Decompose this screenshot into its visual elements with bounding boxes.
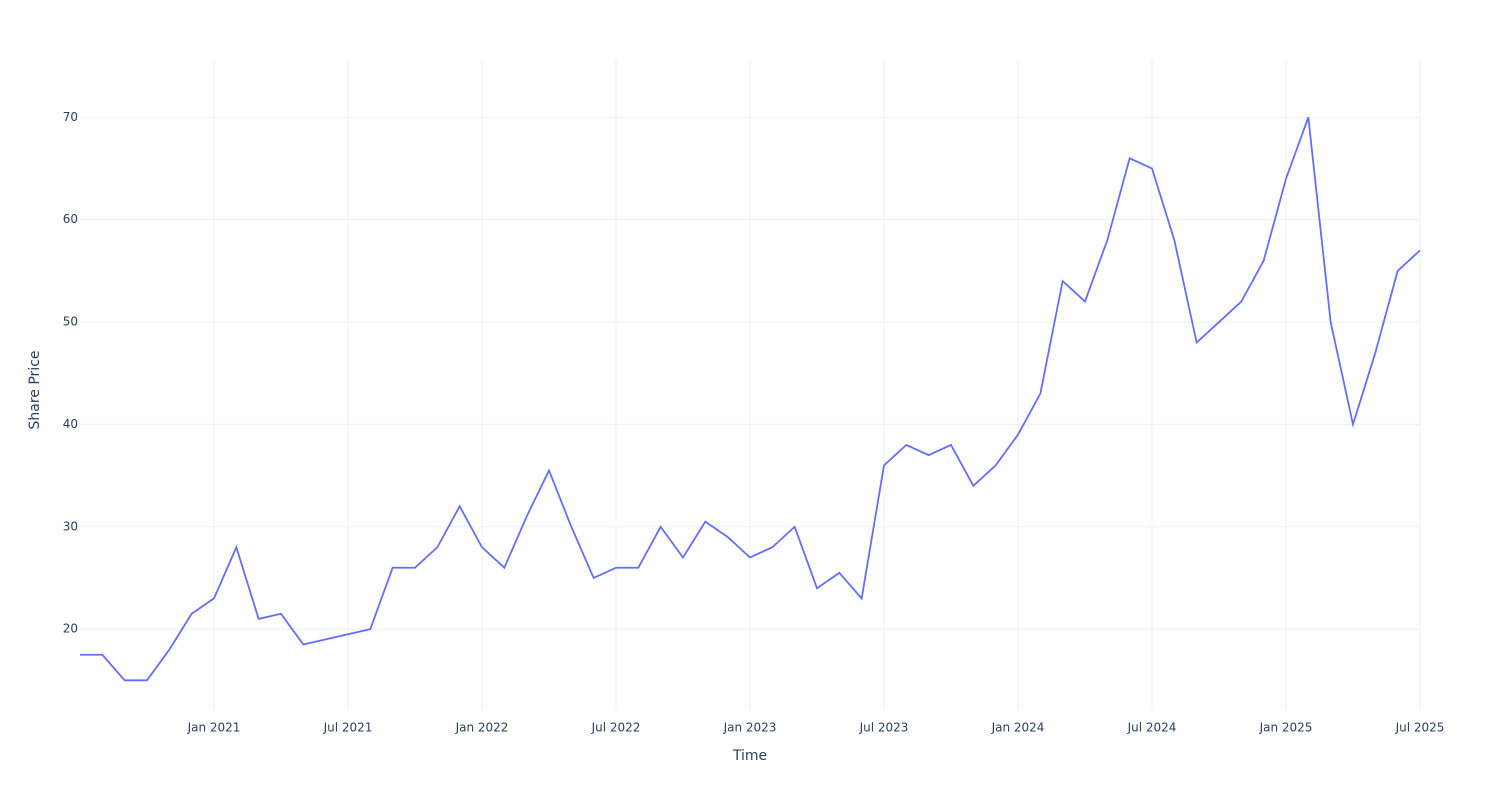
x-tick-label: Jul 2024 xyxy=(1127,721,1177,735)
y-tick-label: 50 xyxy=(63,315,78,329)
x-tick-label: Jul 2025 xyxy=(1395,721,1445,735)
y-tick-label: 30 xyxy=(63,519,78,533)
x-tick-label: Jan 2024 xyxy=(991,721,1045,735)
y-tick-label: 20 xyxy=(63,622,78,636)
x-tick-label: Jul 2022 xyxy=(591,721,641,735)
y-tick-label: 60 xyxy=(63,212,78,226)
x-tick-label: Jul 2021 xyxy=(323,721,373,735)
x-tick-label: Jan 2022 xyxy=(455,721,509,735)
x-tick-label: Jan 2023 xyxy=(723,721,777,735)
y-tick-label: 40 xyxy=(63,417,78,431)
x-tick-label: Jul 2023 xyxy=(859,721,909,735)
x-tick-label: Jan 2025 xyxy=(1259,721,1313,735)
y-axis-title: Share Price xyxy=(27,350,43,429)
y-tick-label: 70 xyxy=(63,110,78,124)
x-axis-title: Time xyxy=(732,748,767,764)
x-tick-label: Jan 2021 xyxy=(187,721,241,735)
line-series xyxy=(80,117,1421,682)
